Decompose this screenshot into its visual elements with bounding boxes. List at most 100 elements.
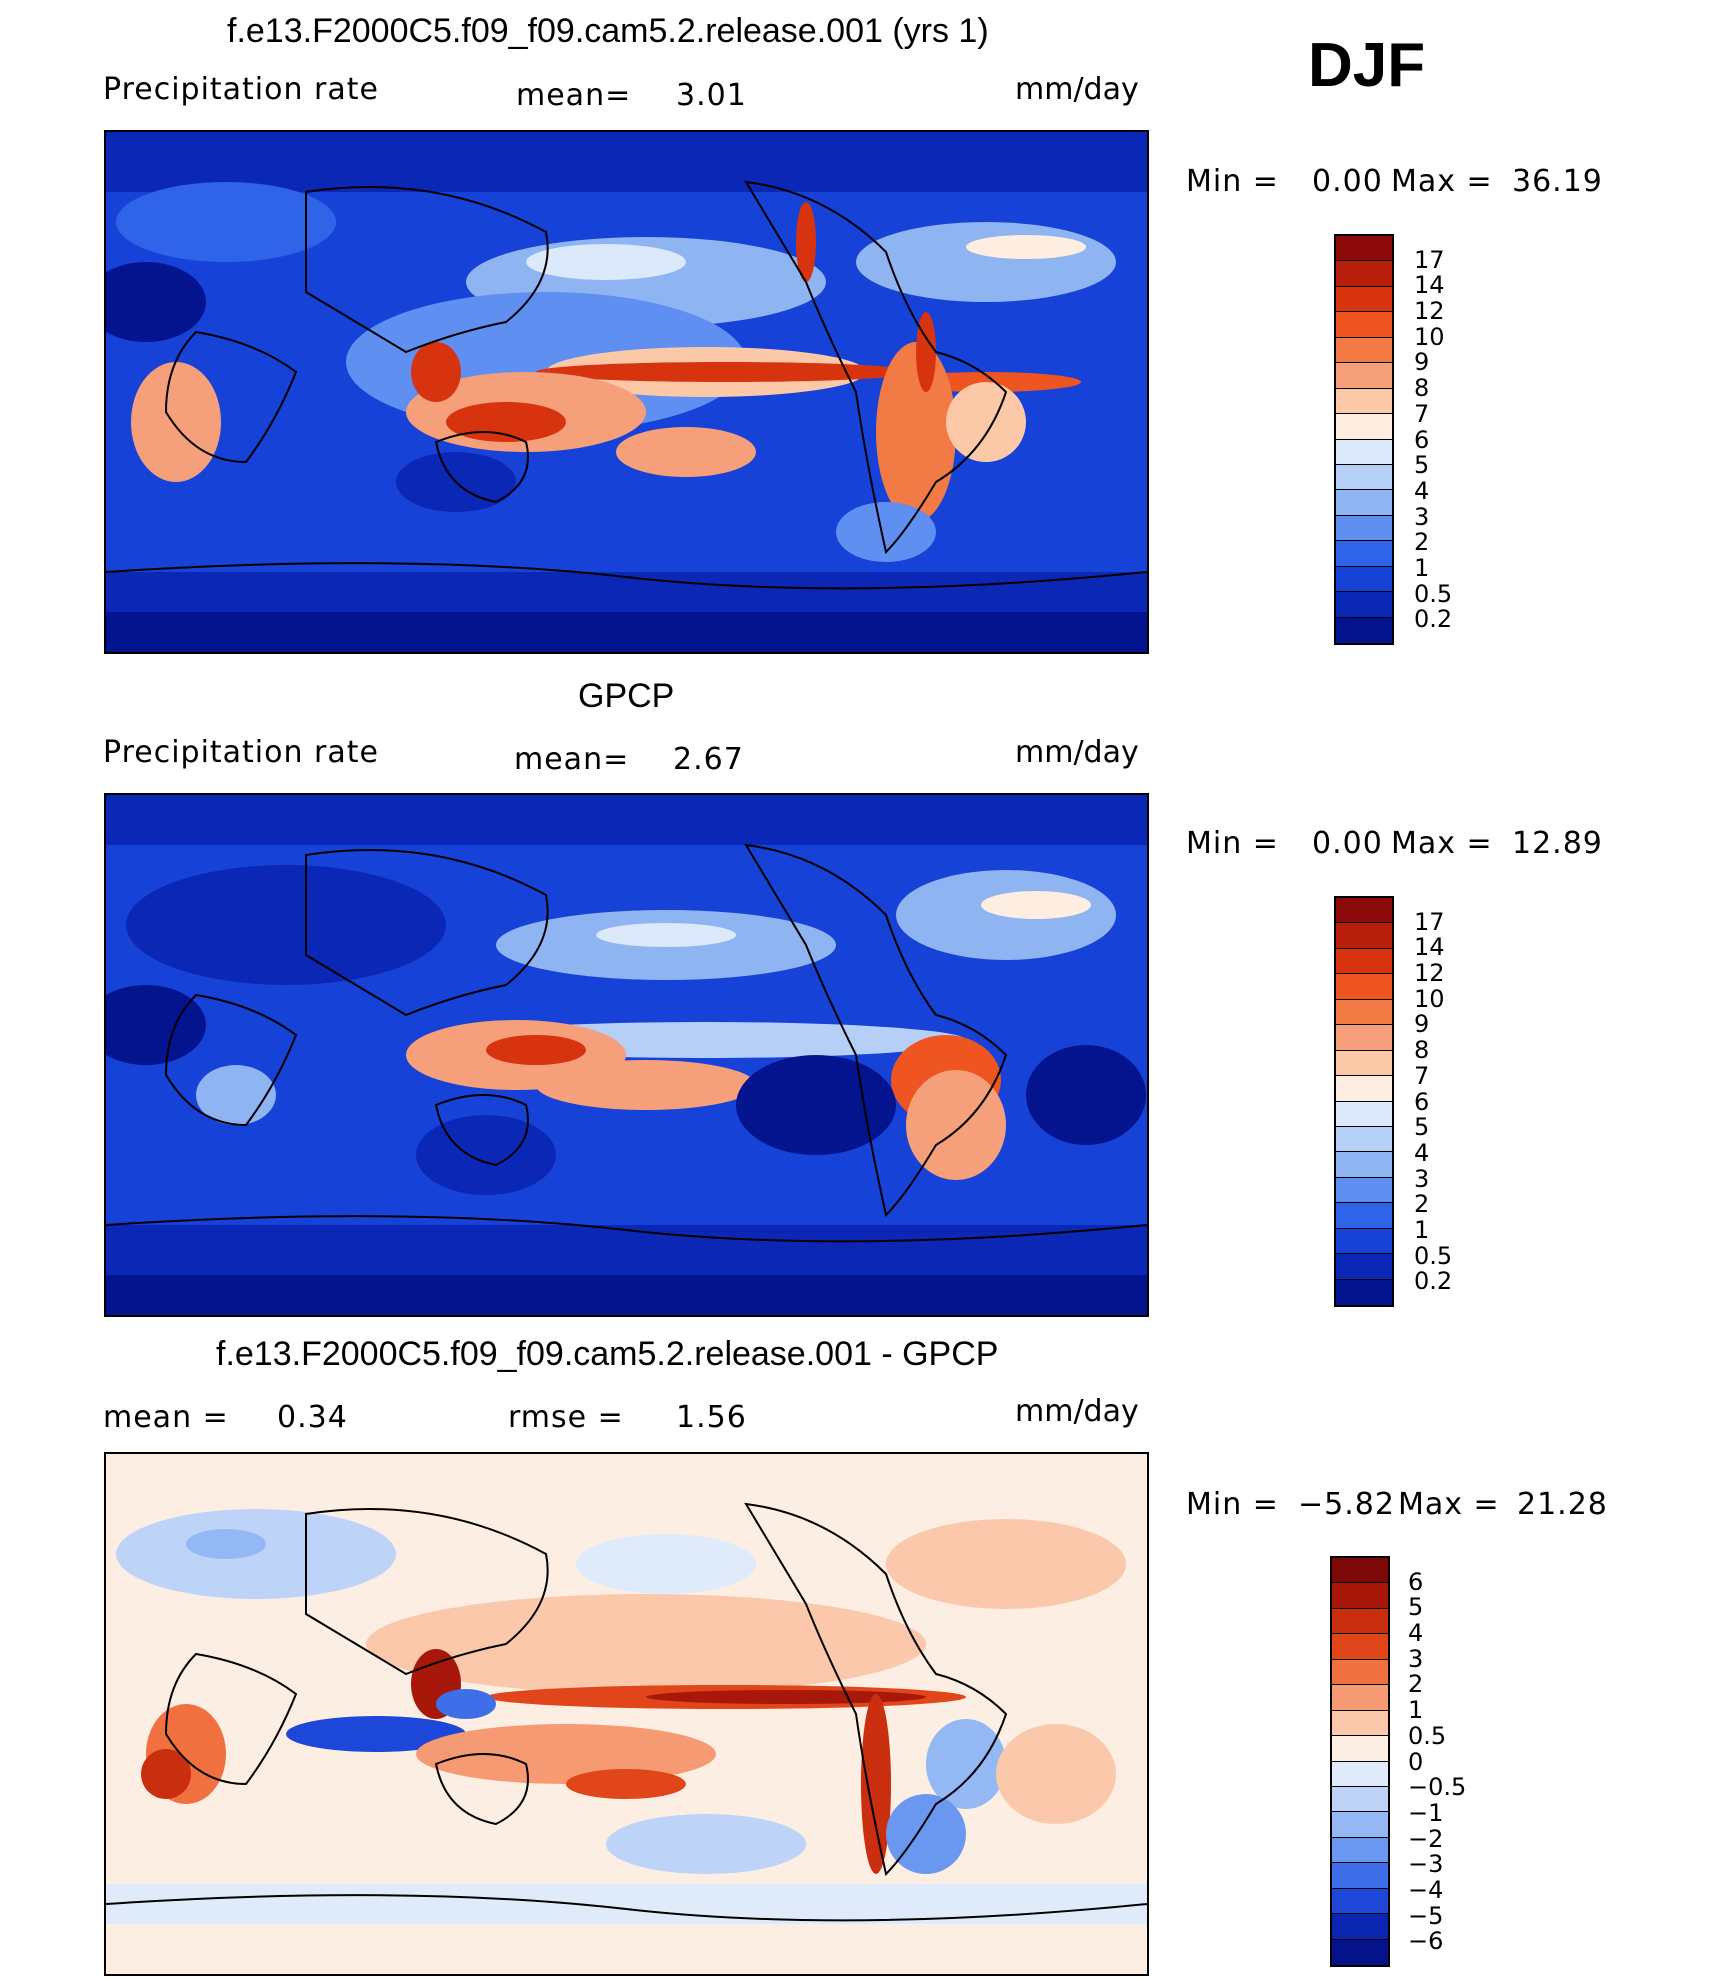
colorbar-swatch [1336,1228,1392,1255]
panel2-min-value: 0.00 [1312,826,1383,861]
colorbar-level-label: 4 [1414,1138,1430,1167]
colorbar-swatch [1336,363,1392,389]
panel1-variable: Precipitation rate [103,72,379,107]
colorbar-swatch [1332,1608,1388,1635]
panel3-mean-value: 0.34 [277,1400,348,1435]
panel2-max-label: Max = [1391,826,1493,861]
panel1-mean-value: 3.01 [676,78,747,113]
colorbar-level-label: 0.5 [1408,1721,1447,1750]
colorbar-swatch [1332,1685,1388,1711]
panel1-mean-label: mean= [516,78,632,113]
colorbar-level-label: 2 [1414,1190,1430,1219]
colorbar-swatch [1336,592,1392,618]
panel2-max-value: 12.89 [1512,826,1603,861]
panel3-max-label: Max = [1398,1487,1500,1522]
colorbar-swatch [1336,490,1392,516]
colorbar-swatch [1332,1812,1388,1838]
panel1-min-value: 0.00 [1312,164,1383,199]
panel2-map [104,793,1149,1317]
panel3-max-value: 21.28 [1517,1487,1608,1522]
colorbar-swatch [1336,1279,1392,1305]
colorbar-level-label: 8 [1414,1036,1430,1065]
colorbar-level-label: 14 [1414,933,1445,962]
panel3-min-label: Min = [1186,1487,1279,1522]
colorbar-swatch [1332,1863,1388,1889]
colorbar-level-label: 14 [1414,271,1445,300]
colorbar-swatch [1336,948,1392,975]
colorbar-swatch [1332,1710,1388,1737]
colorbar-level-label: −4 [1408,1875,1444,1904]
colorbar-swatch [1336,236,1392,262]
colorbar-level-label: 6 [1408,1567,1424,1596]
colorbar-level-label: −6 [1408,1927,1444,1956]
panel3-colorbar [1330,1556,1390,1967]
panel1-max-value: 36.19 [1512,164,1603,199]
colorbar-level-label: 10 [1414,322,1445,351]
colorbar-level-label: 6 [1414,1087,1430,1116]
panel3-rmse-value: 1.56 [676,1400,747,1435]
colorbar-swatch [1336,974,1392,1000]
colorbar-level-label: 3 [1414,502,1430,531]
colorbar-swatch [1336,566,1392,593]
colorbar-level-label: −2 [1408,1824,1444,1853]
colorbar-level-label: 3 [1408,1644,1424,1673]
colorbar-swatch [1336,1254,1392,1280]
panel2-colorbar-labels: 17 14 12 10 9 8 7 6 5 4 3 2 1 0.5 0.2 [1414,896,1474,1307]
colorbar-swatch [1336,999,1392,1026]
colorbar-swatch [1336,261,1392,287]
colorbar-swatch [1336,337,1392,364]
colorbar-level-label: 0 [1408,1747,1424,1776]
colorbar-level-label: −5 [1408,1901,1444,1930]
colorbar-level-label: 1 [1408,1696,1424,1725]
panel1-units: mm/day [1015,72,1139,107]
colorbar-level-label: 12 [1414,297,1445,326]
colorbar-level-label: 7 [1414,399,1430,428]
colorbar-level-label: 1 [1414,553,1430,582]
colorbar-level-label: 8 [1414,374,1430,403]
colorbar-level-label: 7 [1414,1061,1430,1090]
panel1-colorbar [1334,234,1394,645]
colorbar-level-label: 6 [1414,425,1430,454]
colorbar-level-label: 12 [1414,959,1445,988]
colorbar-swatch [1336,286,1392,313]
colorbar-level-label: 17 [1414,907,1445,936]
colorbar-swatch [1336,1126,1392,1153]
colorbar-level-label: 4 [1408,1619,1424,1648]
colorbar-swatch [1332,1914,1388,1940]
colorbar-level-label: −3 [1408,1850,1444,1879]
colorbar-swatch [1336,1203,1392,1229]
colorbar-swatch [1332,1736,1388,1762]
panel2-min-label: Min = [1186,826,1279,861]
colorbar-swatch [1336,312,1392,338]
colorbar-swatch [1336,1101,1392,1127]
panel2-variable: Precipitation rate [103,735,379,770]
colorbar-level-label: 17 [1414,245,1445,274]
colorbar-swatch [1336,923,1392,949]
colorbar-swatch [1336,1025,1392,1051]
panel1-title: f.e13.F2000C5.f09_f09.cam5.2.release.001… [227,12,989,50]
colorbar-swatch [1336,1050,1392,1077]
panel2-mean-value: 2.67 [673,742,744,777]
colorbar-level-label: 0.5 [1414,579,1453,608]
colorbar-swatch [1332,1939,1388,1965]
colorbar-level-label: 1 [1414,1215,1430,1244]
colorbar-level-label: 2 [1408,1670,1424,1699]
panel3-mean-label: mean = [103,1400,229,1435]
colorbar-level-label: −1 [1408,1798,1444,1827]
panel1-max-label: Max = [1391,164,1493,199]
colorbar-level-label: 9 [1414,348,1430,377]
colorbar-swatch [1336,617,1392,643]
colorbar-swatch [1336,1076,1392,1102]
panel3-title: f.e13.F2000C5.f09_f09.cam5.2.release.001… [216,1335,999,1373]
colorbar-swatch [1332,1888,1388,1915]
panel2-units: mm/day [1015,735,1139,770]
colorbar-swatch [1332,1837,1388,1864]
panel3-colorbar-labels: 6 5 4 3 2 1 0.5 0 −0.5 −1 −2 −3 −4 −5 −6 [1408,1556,1468,1967]
panel1-min-label: Min = [1186,164,1279,199]
colorbar-level-label: 4 [1414,476,1430,505]
season-label: DJF [1308,31,1426,100]
colorbar-swatch [1336,464,1392,491]
colorbar-level-label: 5 [1414,1113,1430,1142]
colorbar-swatch [1332,1761,1388,1787]
panel3-min-value: −5.82 [1298,1487,1395,1522]
